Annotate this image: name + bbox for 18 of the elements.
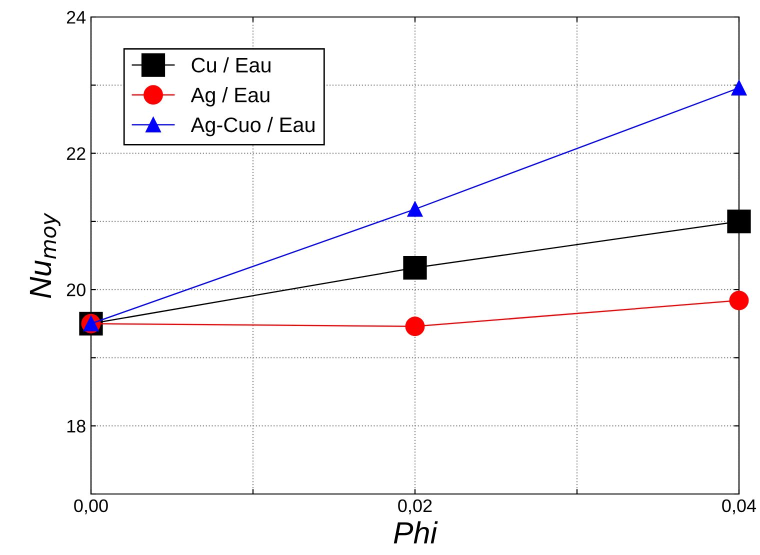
point	[727, 210, 751, 234]
y-tick-label: 22	[66, 147, 86, 160]
legend-label: Cu / Eau	[192, 57, 270, 73]
point	[731, 80, 747, 96]
point	[729, 290, 749, 310]
legend-label: Ag-Cuo / Eau	[190, 116, 314, 136]
y-axis-title: Nu$_{moy}$	[30, 212, 60, 298]
x-tick-label: 0,02	[398, 499, 432, 514]
x-axis-title: Phi	[394, 521, 438, 544]
x-tick-label: 0,04	[722, 499, 756, 514]
y-tick-label: 20	[66, 284, 86, 296]
legend-label: Ag / Eau	[190, 87, 270, 106]
y-tick-label: 18	[67, 420, 86, 433]
point	[407, 202, 423, 217]
point	[403, 256, 427, 280]
point	[405, 316, 425, 336]
y-tick-label: 24	[66, 10, 86, 24]
x-tick-label: 0,00	[74, 499, 108, 514]
